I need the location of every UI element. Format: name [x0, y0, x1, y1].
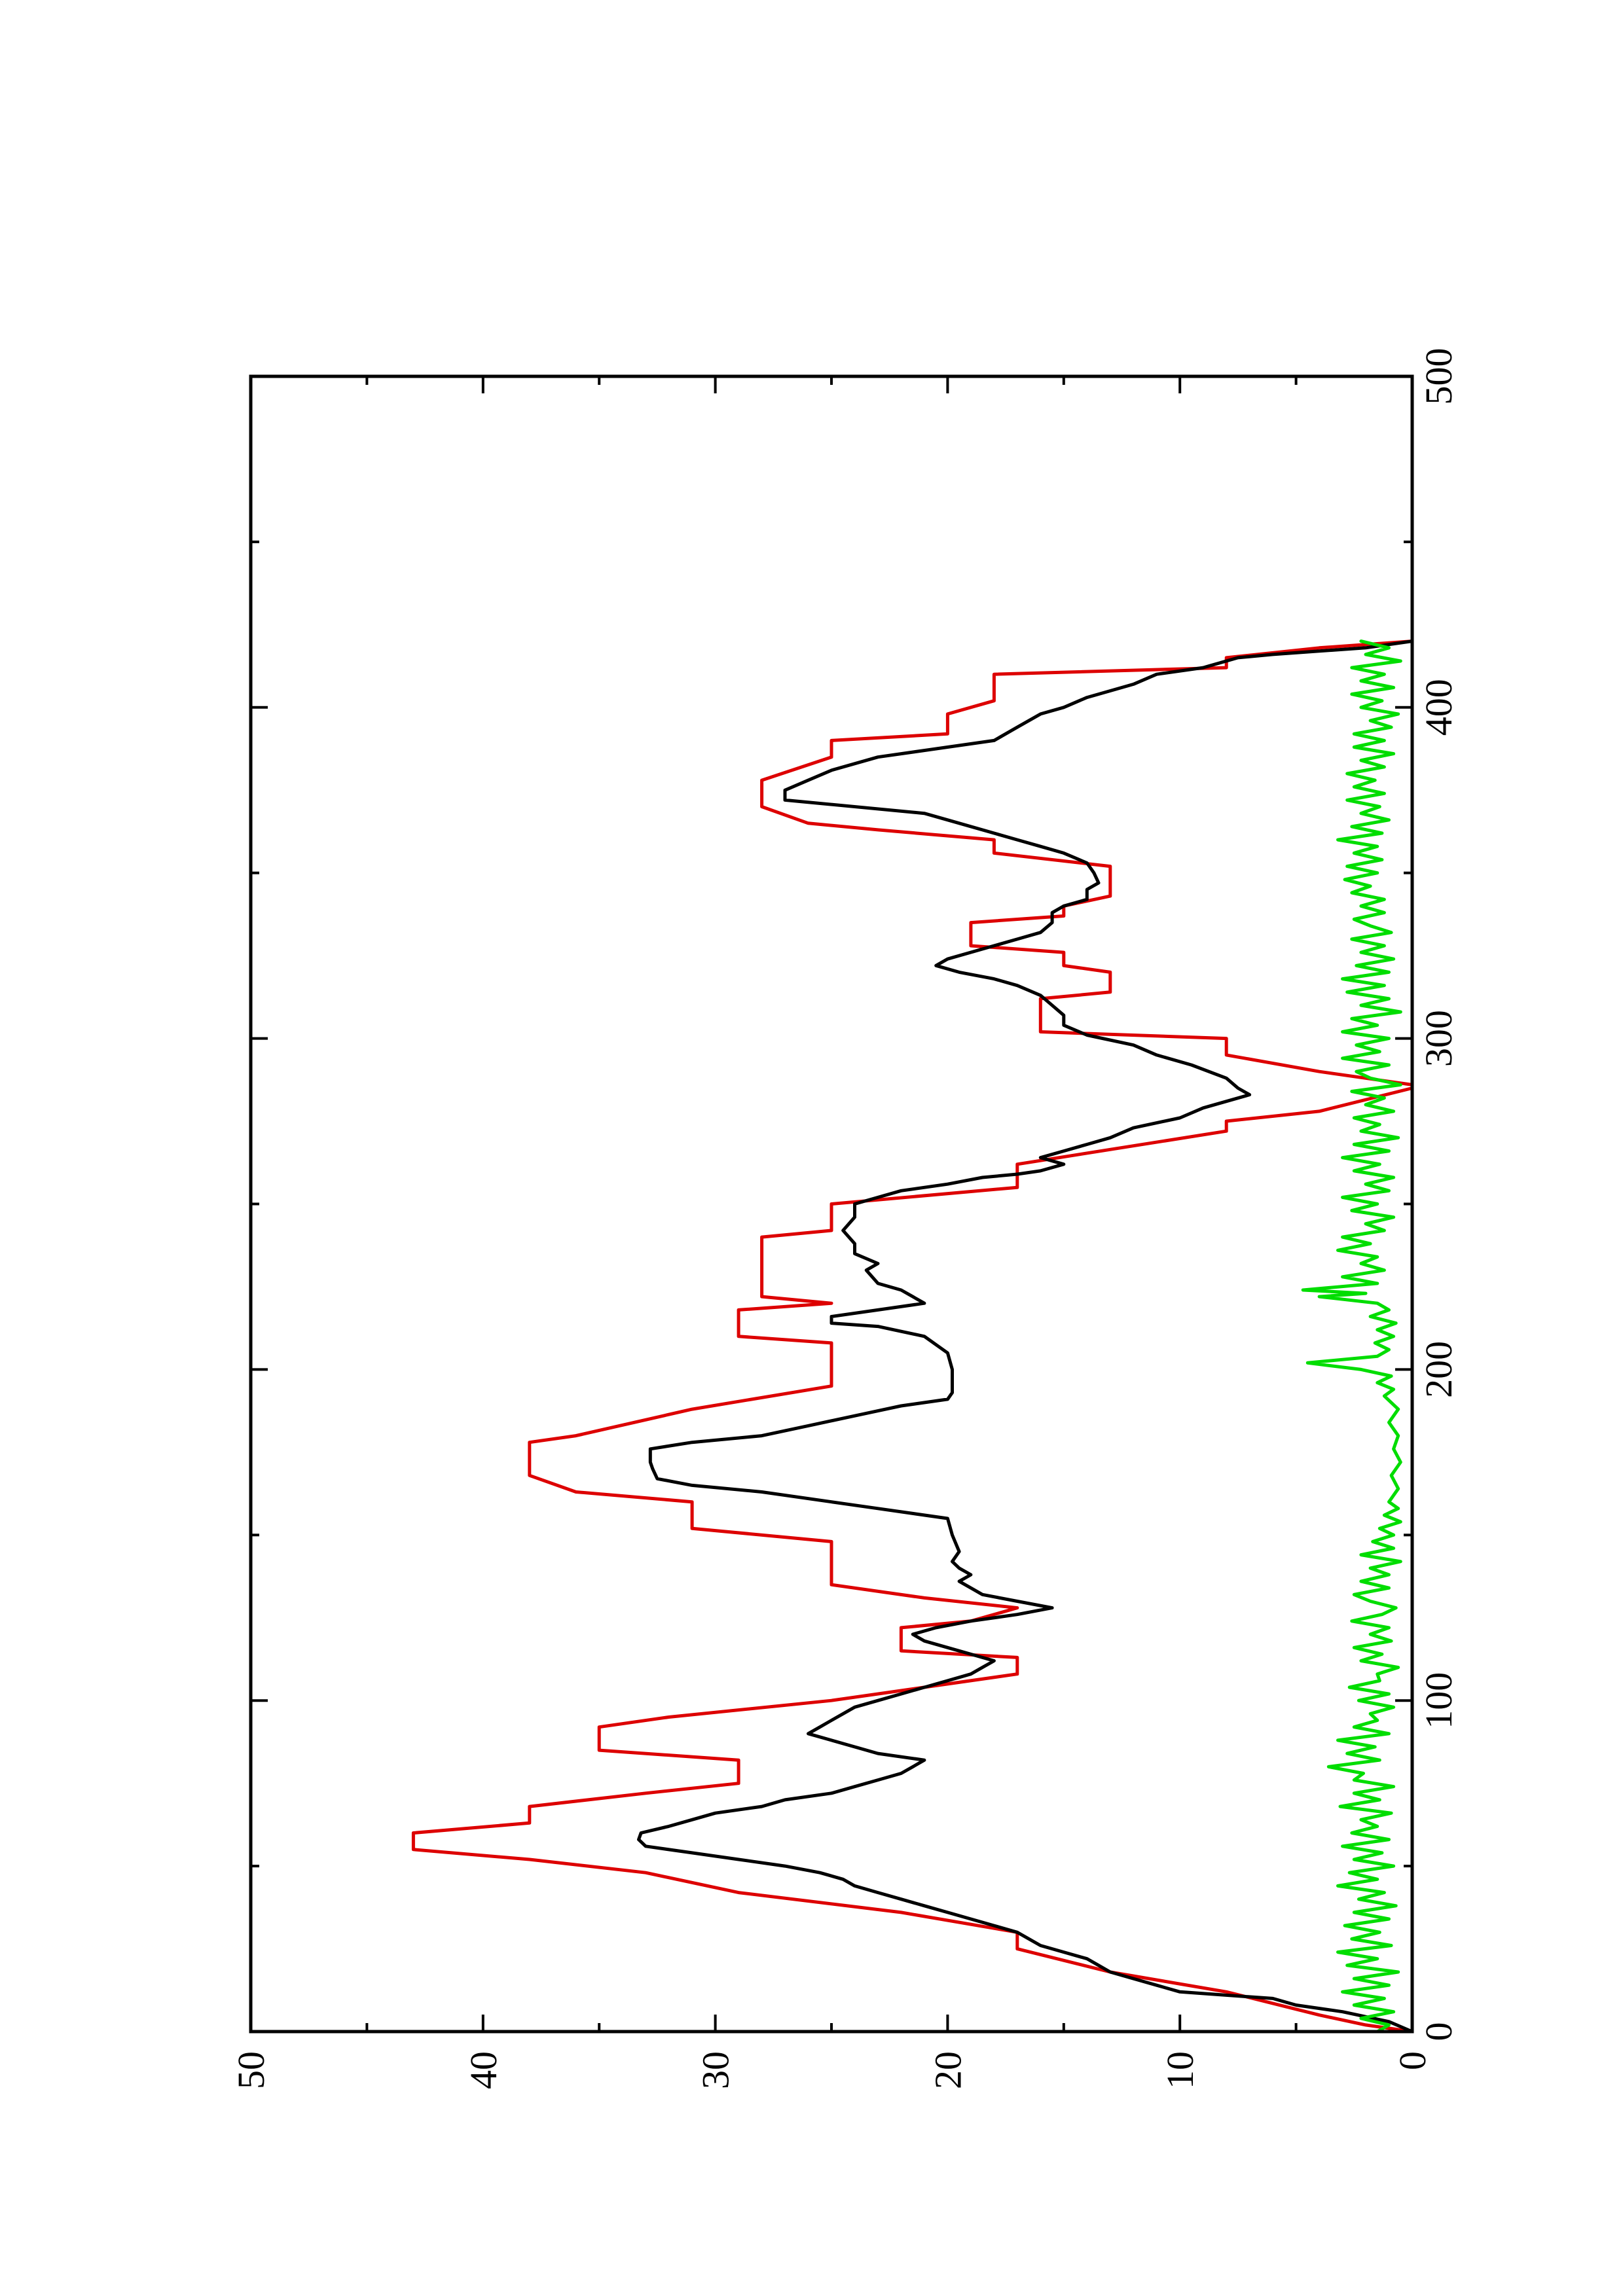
- y-tick-label: 40: [462, 2051, 505, 2089]
- x-tick-label: 100: [1417, 1672, 1460, 1729]
- plot-frame: [249, 374, 1414, 2034]
- tick-labels-layer: 0 100 200 300 400 500 0 10 20 30 40 50: [230, 348, 1460, 2090]
- y-tick-label: 50: [230, 2051, 272, 2089]
- series-line-2: [637, 639, 1414, 2034]
- y-tick-label: 20: [926, 2051, 969, 2089]
- y-tick-label: 10: [1159, 2051, 1201, 2089]
- y-tick-label: 30: [695, 2051, 737, 2089]
- series-line-1: [411, 639, 1414, 2034]
- x-tick-label: 500: [1417, 348, 1460, 405]
- x-tick-label: 0: [1417, 2022, 1460, 2041]
- series-layer: [411, 639, 1414, 2034]
- y-tick-label: 0: [1391, 2051, 1434, 2070]
- x-tick-label: 400: [1417, 679, 1460, 736]
- x-tick-label: 200: [1417, 1341, 1460, 1398]
- series-line-3: [1301, 639, 1402, 2034]
- x-tick-label: 300: [1417, 1010, 1460, 1067]
